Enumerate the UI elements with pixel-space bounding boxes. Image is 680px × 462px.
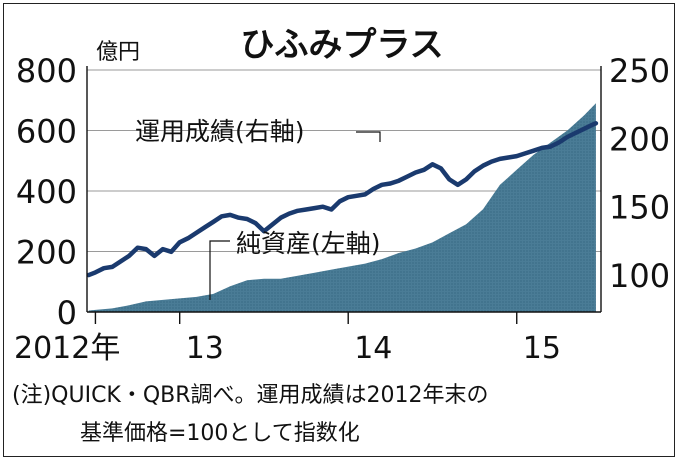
left-tick-label: 0 bbox=[57, 294, 77, 332]
net-assets-label-leader bbox=[209, 240, 230, 300]
performance-label: 運用成績(右軸) bbox=[135, 117, 305, 146]
chart-title: ひふみプラス bbox=[240, 25, 443, 65]
right-tick-label: 150 bbox=[609, 189, 670, 227]
left-axis-ticks: 0 200 400 600 800 bbox=[16, 52, 77, 332]
left-tick-label: 200 bbox=[16, 234, 77, 272]
right-tick-label: 200 bbox=[609, 120, 670, 158]
x-tick-label: 14 bbox=[354, 331, 392, 366]
left-axis-unit: 億円 bbox=[96, 40, 140, 65]
footnote-line-1: (注)QUICK・QBR調べ。運用成績は2012年末の bbox=[12, 383, 489, 408]
x-tick-label: 2012年 bbox=[14, 331, 120, 366]
chart-frame: ひふみプラス 億円 0 200 400 600 800 100 150 200 250 201… bbox=[3, 3, 675, 457]
axes bbox=[86, 66, 602, 313]
right-tick-label: 100 bbox=[609, 257, 670, 295]
x-tick-label: 13 bbox=[186, 331, 224, 366]
x-axis-ticks: 2012年 13 14 15 bbox=[14, 312, 561, 366]
performance-label-leader bbox=[356, 131, 381, 142]
chart-svg: ひふみプラス 億円 0 200 400 600 800 100 150 200 250 201… bbox=[12, 25, 670, 446]
left-tick-label: 400 bbox=[16, 173, 77, 211]
right-axis-ticks: 100 150 200 250 bbox=[609, 52, 670, 295]
x-tick-label: 15 bbox=[523, 331, 561, 366]
net-assets-label: 純資産(左軸) bbox=[236, 229, 381, 258]
left-tick-label: 600 bbox=[16, 113, 77, 151]
net-assets-area-layer bbox=[88, 103, 596, 312]
right-tick-label: 250 bbox=[609, 52, 670, 90]
performance-line bbox=[86, 121, 599, 278]
footnote-line-2: 基準価格=100として指数化 bbox=[80, 421, 360, 446]
left-tick-label: 800 bbox=[16, 52, 77, 90]
net-assets-area bbox=[88, 103, 596, 312]
performance-line-layer bbox=[86, 121, 599, 278]
